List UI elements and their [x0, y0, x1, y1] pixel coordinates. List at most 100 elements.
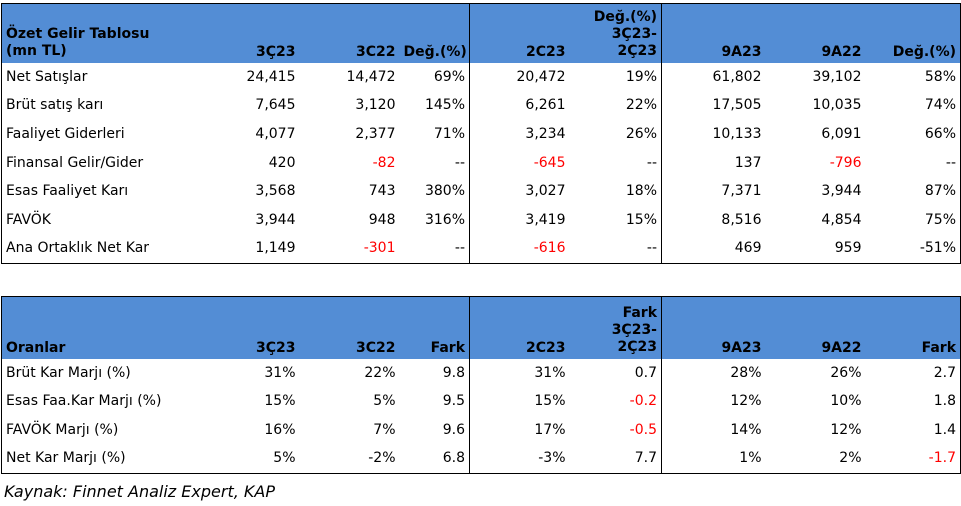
cell-value: 71%	[399, 119, 470, 149]
cell-value: 31%	[264, 364, 296, 381]
cell-value: 7%	[373, 421, 396, 438]
row-label: Net Satışlar	[6, 68, 88, 85]
row-label: Esas Faaliyet Karı	[6, 183, 129, 200]
ratio-header-9m23: 9A23	[661, 296, 766, 359]
header-yoy-change: Değ.(%)	[399, 3, 470, 63]
income-table-row: Finansal Gelir/Gider 420 -82 -- -645 -- 137 -79…	[2, 148, 961, 177]
header-9m23: 9A23	[661, 3, 766, 63]
cell-value: 7,371	[721, 183, 762, 200]
cell-value: 15%	[534, 393, 566, 410]
cell-value: -51%	[919, 240, 956, 257]
income-table-row: Net Satışlar 24,415 14,472 69% 20,472 19% 61,8…	[2, 62, 961, 92]
row-label: Net Kar Marjı (%)	[6, 450, 126, 467]
cell-value: 1%	[739, 450, 762, 467]
cell-value: -1.7	[928, 450, 956, 467]
ratio-header-qoq-diff: Fark 3Ç23-2Ç23	[569, 296, 662, 359]
cell-value: 7.7	[569, 444, 662, 473]
cell-value: 58%	[924, 68, 956, 85]
cell-value: 1,149	[255, 240, 296, 257]
cell-value: 74%	[924, 97, 956, 114]
cell-value: 15%	[264, 393, 296, 410]
cell-value: 22%	[364, 364, 396, 381]
cell-value: 959	[834, 240, 862, 257]
cell-value: 3,419	[525, 211, 566, 228]
cell-value: -645	[533, 154, 566, 171]
header-9m-change: Değ.(%)	[865, 3, 961, 63]
cell-value: 948	[368, 211, 396, 228]
cell-value: 3,027	[525, 183, 566, 200]
cell-value: 66%	[924, 125, 956, 142]
income-table-body: Net Satışlar 24,415 14,472 69% 20,472 19% 61,8…	[2, 62, 961, 264]
income-table-row: FAVÖK 3,944 948 316% 3,419 15% 8,516 4,854 75%	[2, 205, 961, 235]
cell-value: 16%	[264, 421, 296, 438]
cell-value: 1.8	[933, 393, 956, 410]
cell-value: 87%	[924, 183, 956, 200]
cell-value: 6,261	[525, 97, 566, 114]
header-qoq-change-line2: 3Ç23-2Ç23	[611, 25, 657, 59]
income-table-row: Esas Faaliyet Karı 3,568 743 380% 3,027 18% 7,…	[2, 176, 961, 206]
cell-value: 3,944	[255, 211, 296, 228]
ratios-table-row: Net Kar Marjı (%) 5% -2% 6.8 -3% 7.7 1% 2% -1.7	[2, 444, 961, 473]
cell-value: 9.8	[399, 358, 470, 387]
cell-value: 743	[368, 183, 396, 200]
cell-value: --	[945, 154, 956, 171]
cell-value: 2,377	[355, 125, 396, 142]
cell-value: 4,077	[255, 125, 296, 142]
cell-value: --	[569, 148, 662, 177]
income-table-row: Brüt satış karı 7,645 3,120 145% 6,261 22% 17,…	[2, 91, 961, 120]
cell-value: --	[399, 234, 470, 264]
cell-value: 18%	[569, 176, 662, 206]
income-table-header-row: Özet Gelir Tablosu (mn TL) 3Ç23 3C22 Değ…	[1, 3, 961, 63]
ratios-table-title: Oranlar	[1, 296, 212, 359]
cell-value: 145%	[399, 91, 470, 120]
cell-value: 12%	[730, 393, 762, 410]
cell-value: 3,944	[821, 183, 862, 200]
ratios-table-row: FAVÖK Marjı (%) 16% 7% 9.6 17% -0.5 14% 12% 1.4	[2, 415, 961, 444]
ratios-table-row: Esas Faa.Kar Marjı (%) 15% 5% 9.5 15% -0.2 12%…	[2, 387, 961, 416]
ratio-header-3q22: 3C22	[299, 296, 400, 359]
cell-value: 20,472	[516, 68, 566, 85]
cell-value: 10,035	[812, 97, 862, 114]
cell-value: 420	[268, 154, 296, 171]
row-label: Brüt satış karı	[6, 97, 104, 114]
cell-value: 469	[734, 240, 762, 257]
cell-value: 380%	[399, 176, 470, 206]
cell-value: 9.5	[399, 387, 470, 416]
cell-value: -616	[533, 240, 566, 257]
cell-value: 6,091	[821, 125, 862, 142]
cell-value: 3,120	[355, 97, 396, 114]
cell-value: 69%	[399, 62, 470, 92]
cell-value: 24,415	[246, 68, 296, 85]
cell-value: 22%	[569, 91, 662, 120]
cell-value: 9.6	[399, 415, 470, 444]
cell-value: -3%	[538, 450, 566, 467]
cell-value: -0.5	[569, 415, 662, 444]
cell-value: 26%	[830, 364, 862, 381]
income-table-title: Özet Gelir Tablosu (mn TL)	[1, 3, 212, 63]
cell-value: --	[399, 148, 470, 177]
header-3q23: 3Ç23	[211, 3, 300, 63]
row-label: FAVÖK	[6, 211, 51, 228]
cell-value: -796	[829, 154, 862, 171]
cell-value: -2%	[368, 450, 396, 467]
cell-value: 10,133	[712, 125, 762, 142]
cell-value: 14,472	[346, 68, 396, 85]
header-qoq-change: Değ.(%) 3Ç23-2Ç23	[569, 3, 662, 63]
income-table-row: Faaliyet Giderleri 4,077 2,377 71% 3,234 26% 1…	[2, 119, 961, 149]
cell-value: 8,516	[721, 211, 762, 228]
cell-value: 316%	[399, 205, 470, 235]
ratio-header-yoy-diff: Fark	[399, 296, 470, 359]
cell-value: 137	[734, 154, 762, 171]
cell-value: 17%	[534, 421, 566, 438]
cell-value: -82	[372, 154, 396, 171]
cell-value: 3,568	[255, 183, 296, 200]
ratios-table-header-row: Oranlar 3Ç23 3C22 Fark 2C23 Fark 3Ç23-2Ç…	[1, 296, 961, 359]
cell-value: 10%	[830, 393, 862, 410]
source-note: Kaynak: Finnet Analiz Expert, KAP	[4, 482, 275, 501]
cell-value: -0.2	[569, 387, 662, 416]
ratio-header-2q23: 2C23	[469, 296, 570, 359]
row-label: FAVÖK Marjı (%)	[6, 421, 119, 438]
header-qoq-change-line1: Değ.(%)	[593, 8, 657, 25]
cell-value: 6.8	[399, 444, 470, 473]
cell-value: 5%	[373, 393, 396, 410]
